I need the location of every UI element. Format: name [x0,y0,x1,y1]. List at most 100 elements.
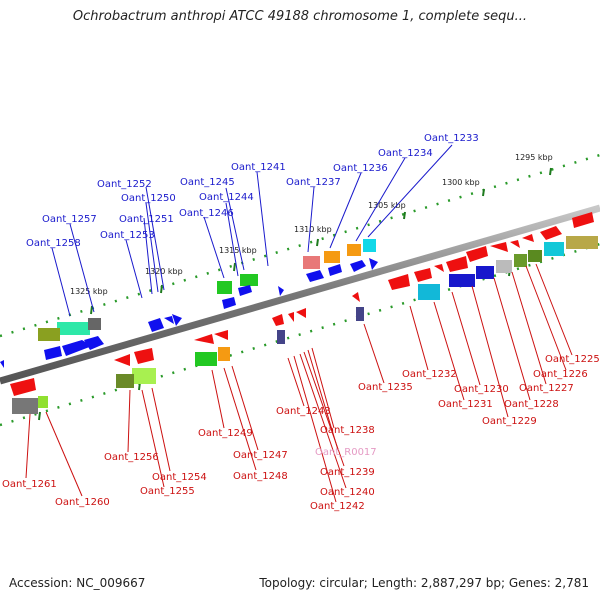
gene-block[interactable] [217,281,232,294]
gene-label[interactable]: Oant_1251 [119,214,174,225]
gene-block[interactable] [277,330,285,344]
gene-block[interactable] [195,352,217,366]
gene-label[interactable]: Oant_1226 [533,369,588,380]
gene-arrow[interactable] [446,256,468,272]
gene-arrow[interactable] [306,270,324,282]
gene-block[interactable] [476,266,494,279]
gene-arrow[interactable] [278,286,284,296]
gene-label[interactable]: Oant_1246 [179,208,234,219]
gene-block[interactable] [514,254,527,267]
gene-label[interactable]: Oant_1257 [42,214,97,225]
gene-label[interactable]: Oant_1248 [233,471,288,482]
gene-label[interactable]: Oant_1256 [104,452,159,463]
gene-label[interactable]: Oant_1249 [198,428,253,439]
gene-block[interactable] [57,322,90,335]
gene-block[interactable] [88,318,101,330]
gene-block[interactable] [12,398,38,414]
gene-block[interactable] [38,328,60,341]
gene-arrow[interactable] [352,292,360,302]
gene-label[interactable]: Oant_1245 [180,177,235,188]
gene-arrow[interactable] [272,314,284,326]
gene-arrow[interactable] [466,246,488,262]
gene-label[interactable]: Oant_1255 [140,486,195,497]
chromosome-backbone[interactable] [0,204,600,385]
gene-arrow[interactable] [114,354,130,366]
gene-arrow[interactable] [172,314,182,326]
gene-label[interactable]: Oant_1243 [276,406,331,417]
forward-genes[interactable] [0,239,378,368]
gene-arrow[interactable] [434,264,444,272]
gene-arrow[interactable] [540,226,562,240]
gene-label[interactable]: Oant_1238 [320,425,375,436]
gene-arrow[interactable] [222,297,236,309]
gene-arrow[interactable] [522,234,534,242]
gene-arrow[interactable] [84,336,104,350]
gene-block[interactable] [38,396,48,408]
gene-arrow[interactable] [134,348,154,364]
gene-block[interactable] [566,236,598,249]
gene-label[interactable]: Oant_1244 [199,192,254,203]
gene-label[interactable]: Oant_1239 [320,467,375,478]
gene-label[interactable]: Oant_1233 [424,133,479,144]
gene-label[interactable]: Oant_1252 [97,179,152,190]
gene-label[interactable]: Oant_1250 [121,193,176,204]
gene-arrow[interactable] [490,242,508,252]
gene-block[interactable] [324,251,340,263]
gene-label[interactable]: Oant_1231 [438,399,493,410]
gene-label[interactable]: Oant_1234 [378,148,433,159]
gene-label[interactable]: Oant_1261 [2,479,57,490]
gene-block[interactable] [218,347,230,361]
gene-arrow[interactable] [572,212,594,228]
gene-block[interactable] [116,374,134,388]
gene-label[interactable]: Oant_R0017 [315,447,377,458]
gene-block[interactable] [496,260,512,273]
gene-label[interactable]: Oant_1258 [26,238,81,249]
gene-block[interactable] [240,274,258,286]
gene-block[interactable] [356,307,364,321]
gene-label[interactable]: Oant_1227 [519,383,574,394]
gene-block[interactable] [363,239,376,252]
gene-arrow[interactable] [214,330,228,340]
gene-label[interactable]: Oant_1236 [333,163,388,174]
gene-arrow[interactable] [0,360,4,368]
gene-arrow[interactable] [238,285,252,296]
gene-label[interactable]: Oant_1228 [504,399,559,410]
gene-block[interactable] [528,250,542,262]
gene-block[interactable] [303,256,320,269]
reverse-genes[interactable] [10,212,598,414]
gene-block[interactable] [347,244,361,256]
gene-block[interactable] [132,368,156,384]
gene-block[interactable] [418,284,440,300]
gene-label[interactable]: Oant_1232 [402,369,457,380]
gene-arrow[interactable] [148,318,164,332]
gene-arrow[interactable] [328,264,342,276]
gene-label[interactable]: Oant_1247 [233,450,288,461]
gene-arrow[interactable] [62,340,92,356]
gene-arrow[interactable] [44,346,62,360]
gene-arrow[interactable] [388,274,410,290]
gene-block[interactable] [449,274,475,287]
gene-label[interactable]: Oant_1241 [231,162,286,173]
gene-arrow[interactable] [510,240,520,248]
gene-label[interactable]: Oant_1254 [152,472,207,483]
gene-arrow[interactable] [164,316,174,324]
gene-arrow[interactable] [194,334,214,344]
gene-label[interactable]: Oant_1253 [100,230,155,241]
gene-label[interactable]: Oant_1260 [55,497,110,508]
gene-label[interactable]: Oant_1235 [358,382,413,393]
gene-arrow[interactable] [369,258,378,270]
scale-label: 1300 kbp [442,178,480,187]
gene-label[interactable]: Oant_1242 [310,501,365,512]
gene-arrow[interactable] [350,260,366,272]
gene-label[interactable]: Oant_1230 [454,384,509,395]
gene-arrow[interactable] [296,308,306,318]
gene-arrow[interactable] [10,378,36,396]
gene-label[interactable]: Oant_1225 [545,354,600,365]
gene-arrow[interactable] [414,268,432,282]
gene-block[interactable] [544,242,564,256]
gene-label[interactable]: Oant_1240 [320,487,375,498]
gene-arrow[interactable] [288,312,294,322]
gene-label[interactable]: Oant_1237 [286,177,341,188]
gene-label[interactable]: Oant_1229 [482,416,537,427]
